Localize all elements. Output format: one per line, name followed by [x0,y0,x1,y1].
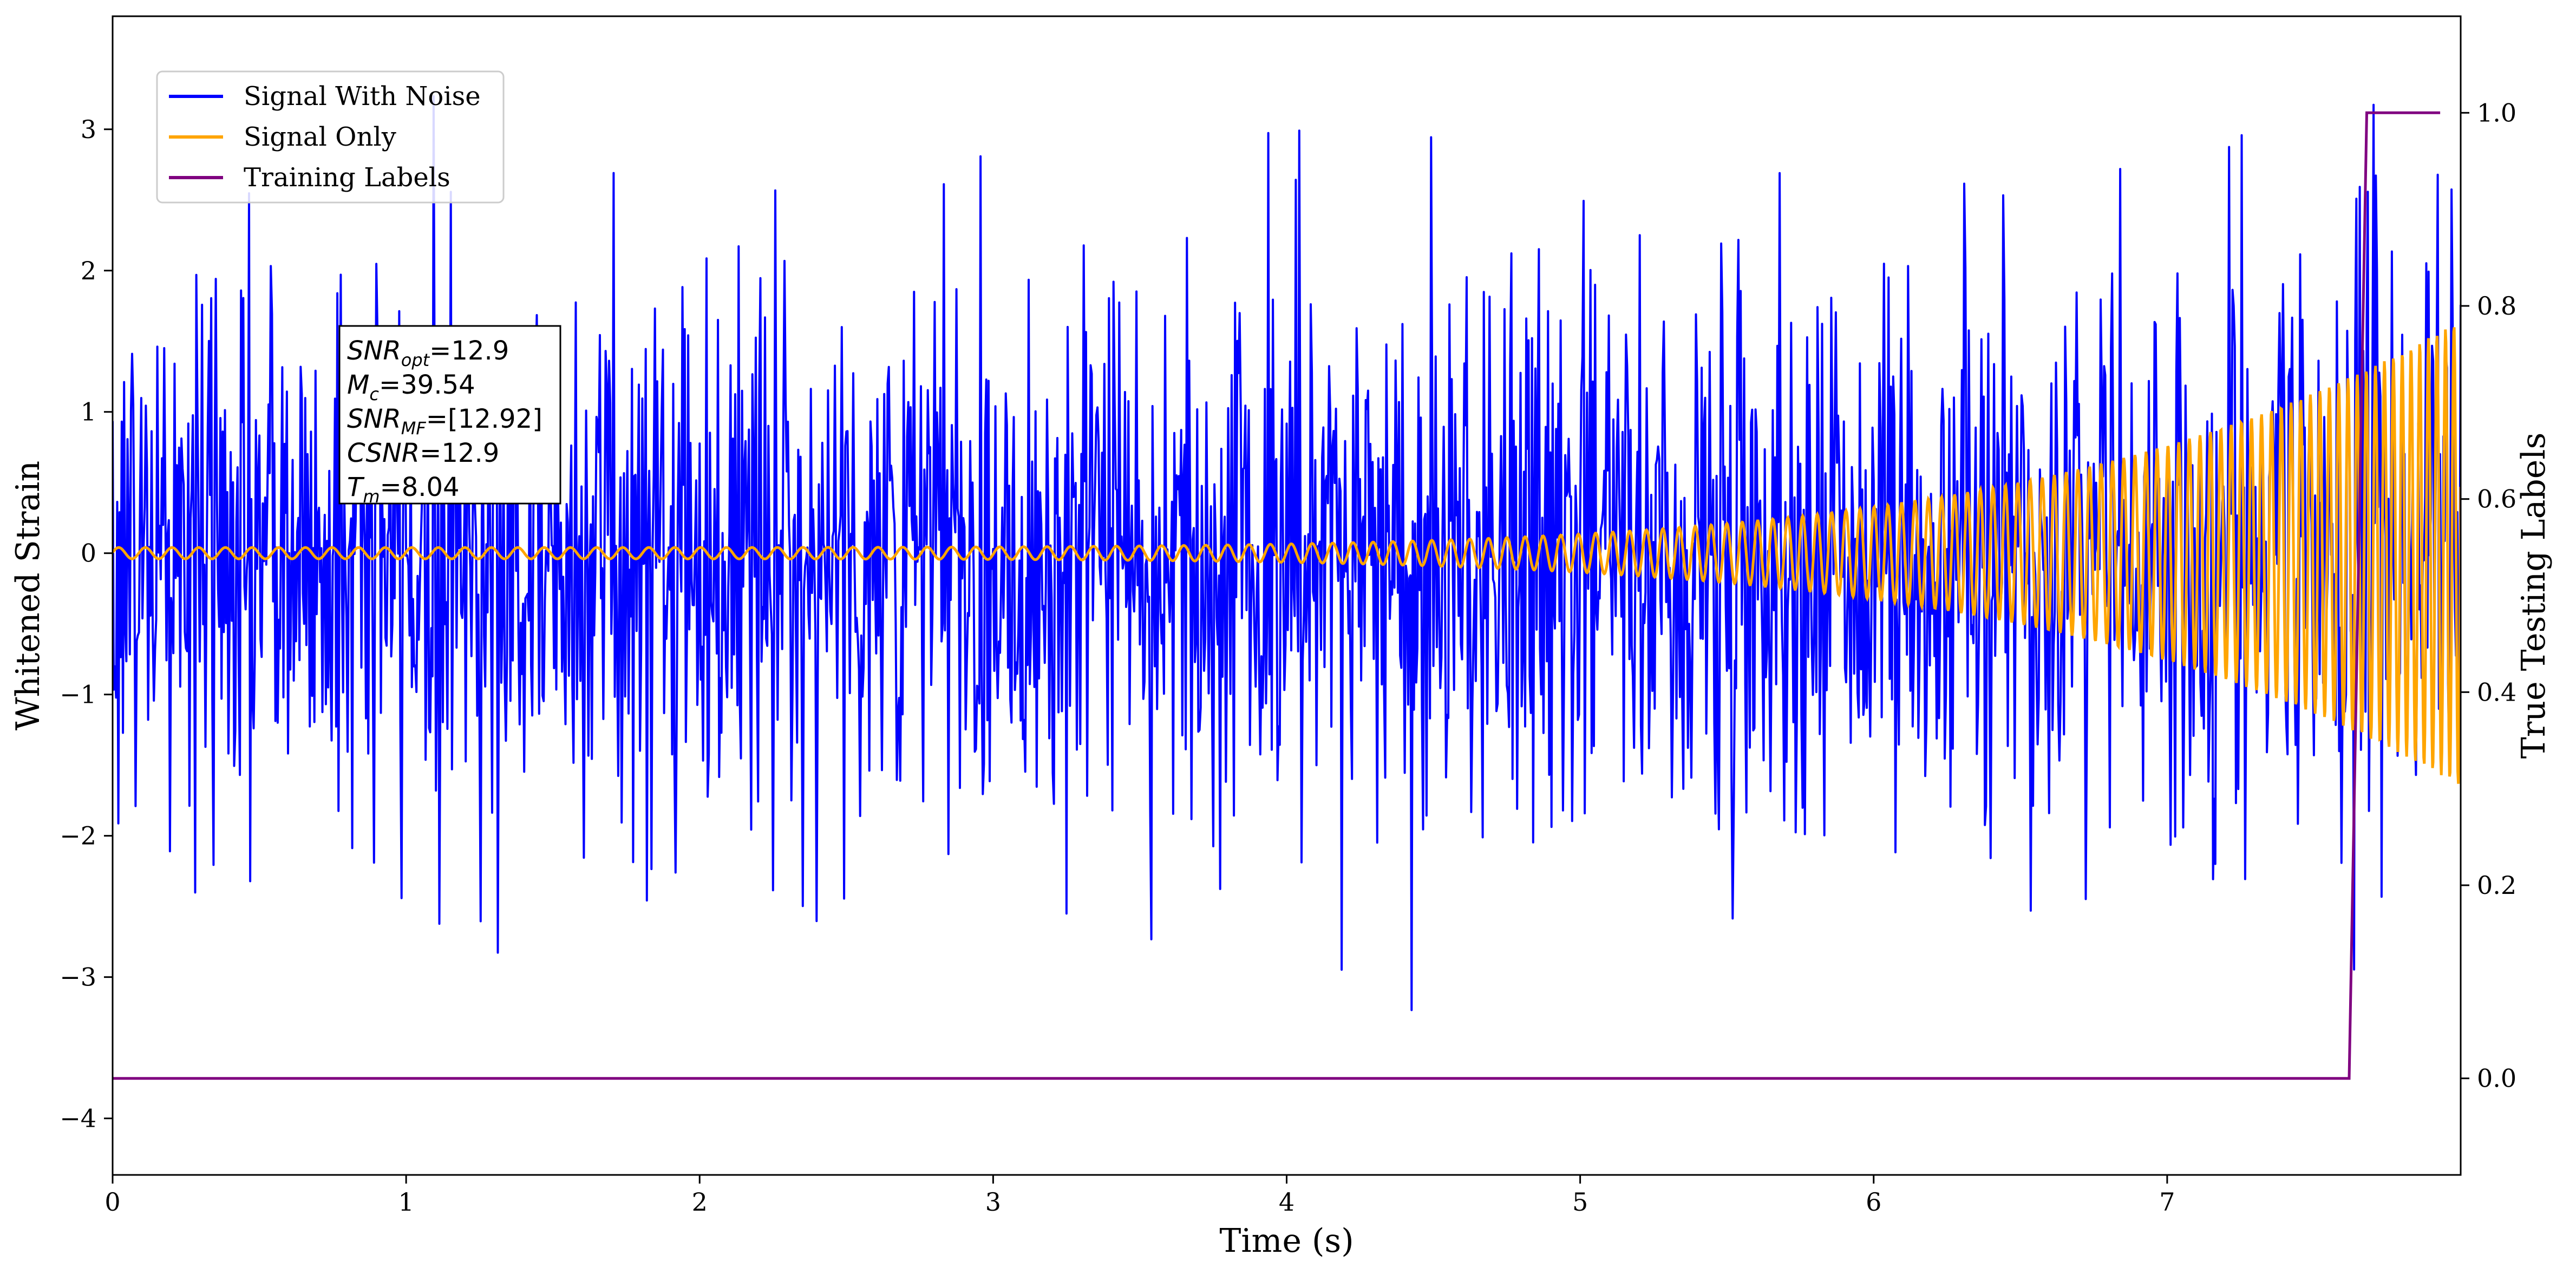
y-axis-left: 3 2 1 0 −1 −2 −3 −4 [60,115,113,1133]
legend-box [156,70,505,204]
legend-label: Signal With Noise [244,81,481,112]
annotation-line: Mc=39.54 [347,370,475,404]
y-tick-label: 3 [81,115,96,144]
annotation-line: Tm=8.04 [347,472,460,507]
x-tick-label: 0 [104,1187,120,1217]
annotation-line: SNRMF=[12.92] [347,404,542,439]
annotation-line: SNRopt=12.9 [347,336,509,370]
legend-item: Signal Only [169,122,396,152]
x-tick-label: 7 [2159,1187,2175,1217]
x-tick-label: 4 [1279,1187,1294,1217]
x-tick-label: 2 [692,1187,708,1217]
y-tick-label: −3 [60,963,96,992]
y2-tick-label: 0.0 [2477,1064,2516,1093]
plot-area [113,95,2461,1080]
y-tick-label: −1 [60,680,96,709]
x-tick-label: 6 [1866,1187,1881,1217]
parameter-annotation: SNRopt=12.9Mc=39.54SNRMF=[12.92]CSNR=12.… [338,325,561,507]
legend-label: Signal Only [244,122,396,152]
y2-tick-label: 0.6 [2477,485,2516,514]
y-tick-label: 0 [81,539,96,568]
y-tick-label: 2 [81,256,96,285]
y-axis-right: 1.0 0.8 0.6 0.4 0.2 0.0 [2461,98,2516,1093]
y2-tick-label: 0.8 [2477,291,2516,321]
legend-item: Signal With Noise [169,81,481,112]
legend-label: Training Labels [244,162,450,193]
y-tick-label: −2 [60,821,96,851]
y2-axis-label: True Testing Labels [2515,433,2553,759]
series-training-labels [113,111,2441,1080]
legend-item: Training Labels [169,162,450,193]
x-tick-label: 1 [398,1187,414,1217]
y2-tick-label: 0.2 [2477,871,2516,900]
x-tick-label: 3 [985,1187,1001,1217]
y2-tick-label: 1.0 [2477,98,2516,127]
x-axis-label: Time (s) [1219,1222,1354,1260]
series-signal-with-noise [113,95,2461,1011]
y-tick-label: −4 [60,1104,96,1133]
legend: Signal With Noise Signal Only Training Lab… [156,70,505,204]
x-axis: 0 1 2 3 4 5 6 7 [104,1175,2175,1217]
y2-tick-label: 0.4 [2477,677,2516,707]
annotation-line: CSNR=12.9 [347,438,499,468]
series-signal-only [113,327,2461,784]
annotation-box [338,325,561,505]
x-tick-label: 5 [1572,1187,1588,1217]
y-axis-label: Whitened Strain [9,461,47,730]
y-tick-label: 1 [81,397,96,427]
